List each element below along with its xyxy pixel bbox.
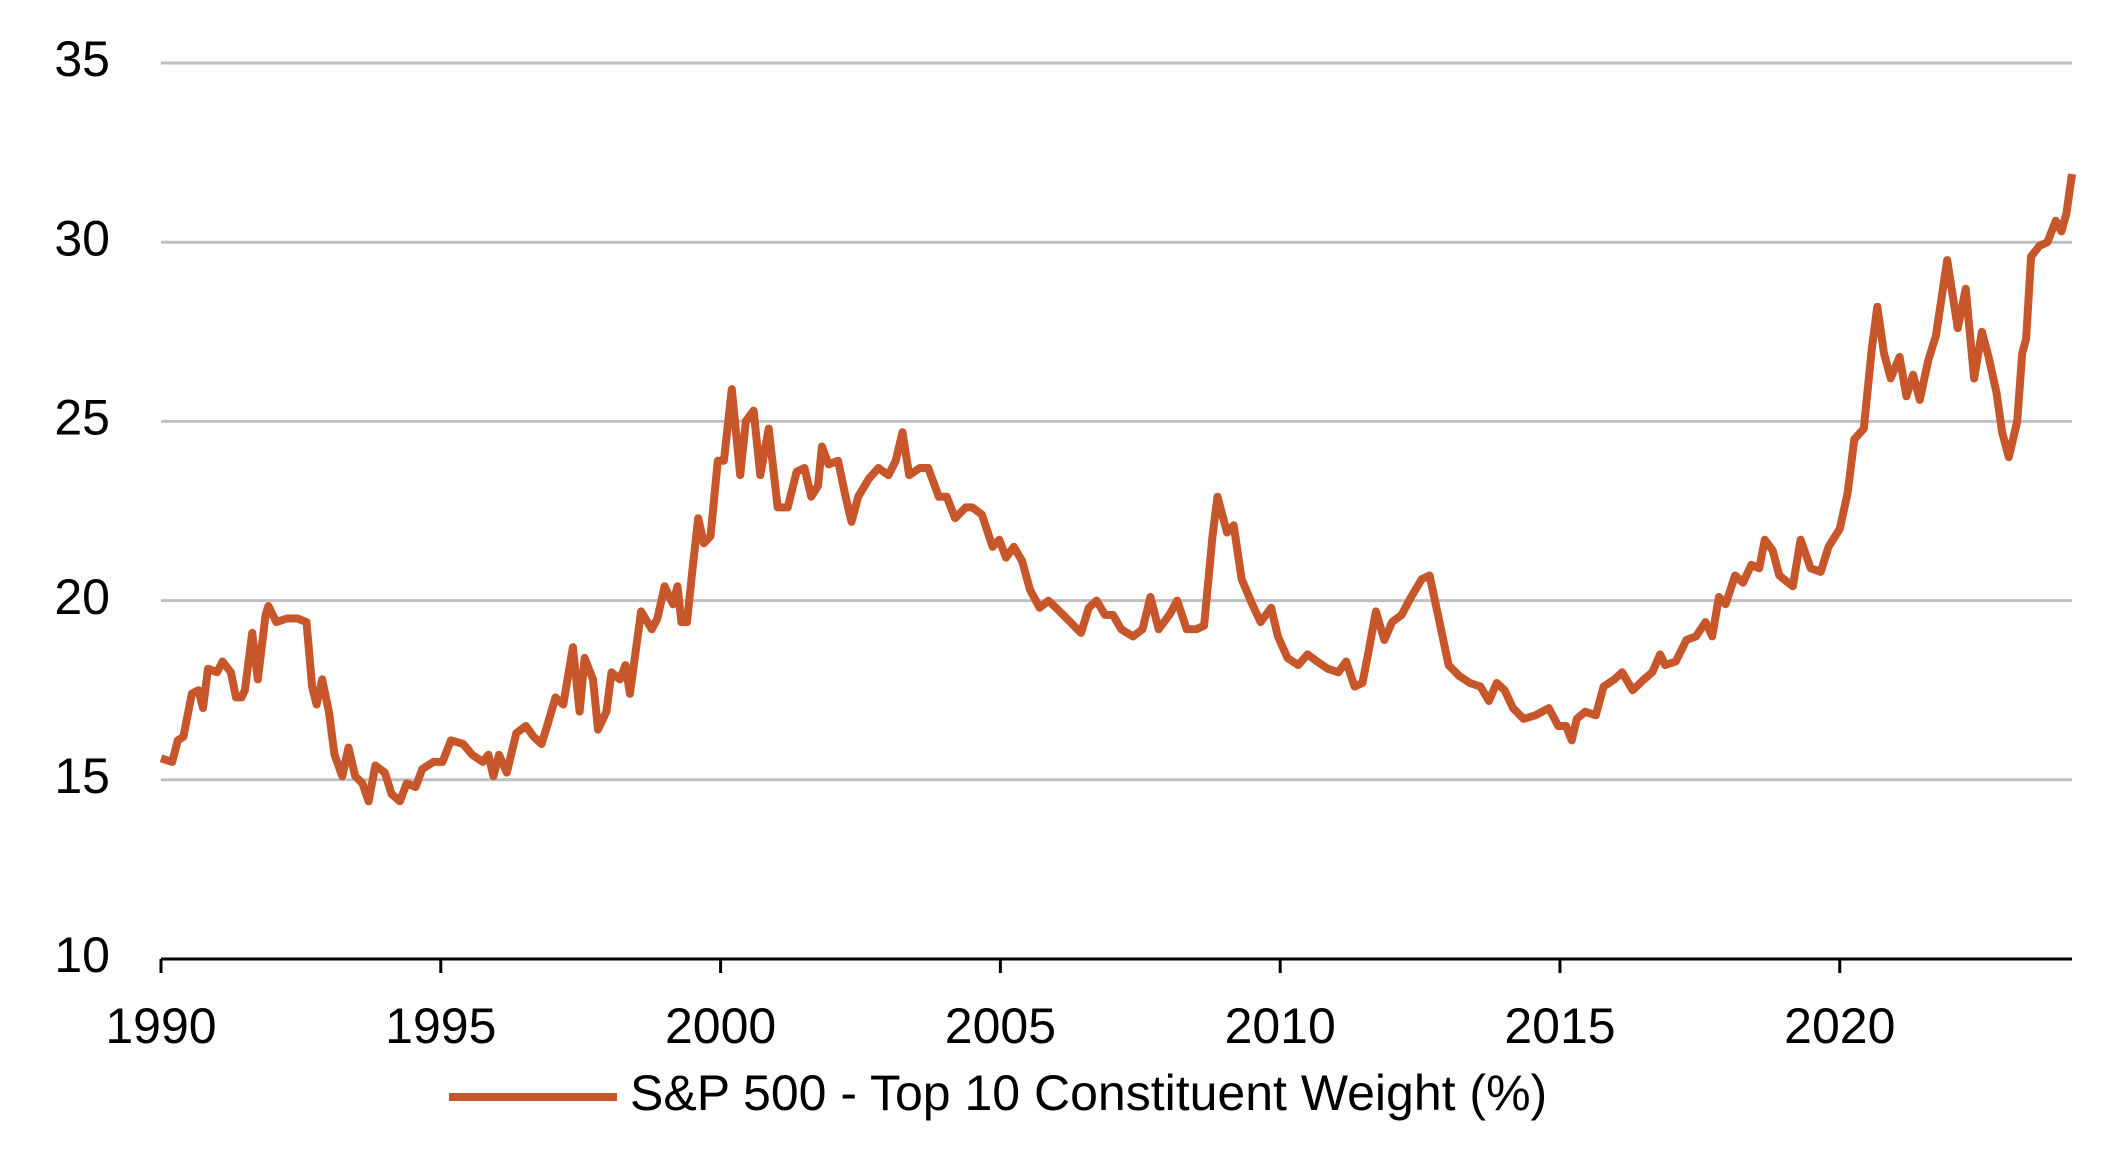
x-tick-label: 1995 [385,998,496,1054]
x-tick-label: 2020 [1784,998,1895,1054]
y-tick-label: 10 [54,927,110,983]
y-tick-label: 30 [54,210,110,266]
x-tick-label: 2015 [1504,998,1615,1054]
x-tick-label: 2000 [665,998,776,1054]
x-tick-label: 1990 [105,998,216,1054]
y-tick-label: 35 [54,31,110,87]
legend-label: S&P 500 - Top 10 Constituent Weight (%) [630,1065,1547,1121]
y-tick-label: 25 [54,390,110,446]
y-tick-label: 15 [54,748,110,804]
x-tick-label: 2005 [945,998,1056,1054]
y-tick-label: 20 [54,569,110,625]
line-series [159,173,2076,806]
x-tick-label: 2010 [1225,998,1336,1054]
